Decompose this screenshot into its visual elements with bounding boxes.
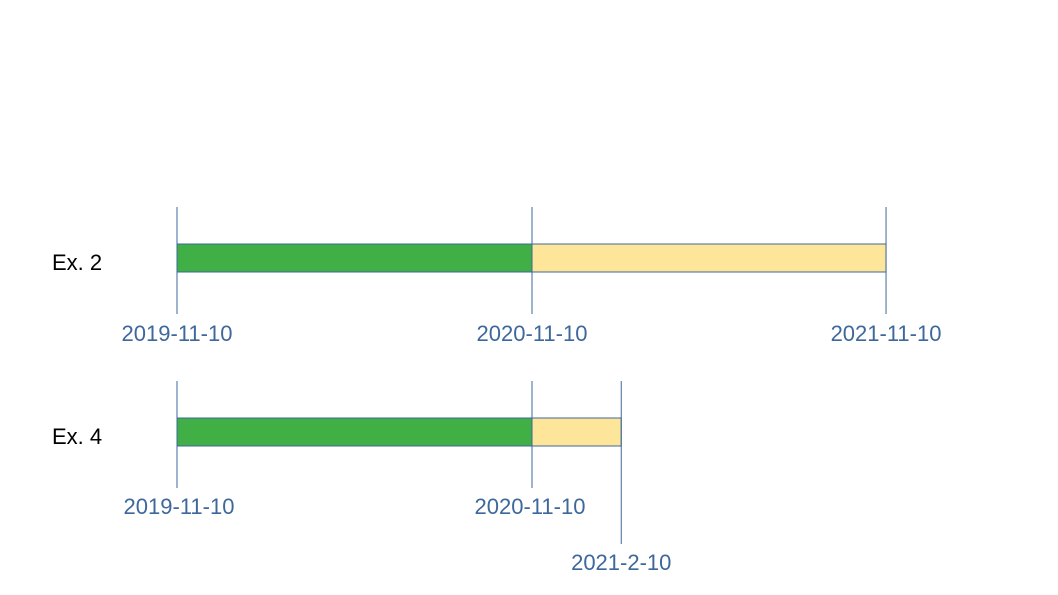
elapsed-segment (176, 243, 533, 273)
remaining-segment (531, 243, 887, 273)
remaining-segment (531, 417, 622, 447)
date-label: 2020-11-10 (477, 321, 588, 346)
timeline-row: Ex. 4 2019-11-10 2020-11-10 2021-2-10 (52, 381, 671, 575)
date-label: 2020-11-10 (475, 494, 586, 519)
date-label: 2019-11-10 (124, 494, 235, 519)
timeline-label: Ex. 4 (52, 424, 102, 449)
timeline-row: Ex. 2 2019-11-10 2020-11-10 2021-11-10 (52, 207, 941, 346)
date-label: 2019-11-10 (122, 321, 233, 346)
elapsed-segment (176, 417, 533, 447)
date-label: 2021-2-10 (571, 550, 671, 575)
date-label: 2021-11-10 (831, 321, 942, 346)
timeline-label: Ex. 2 (52, 250, 102, 275)
